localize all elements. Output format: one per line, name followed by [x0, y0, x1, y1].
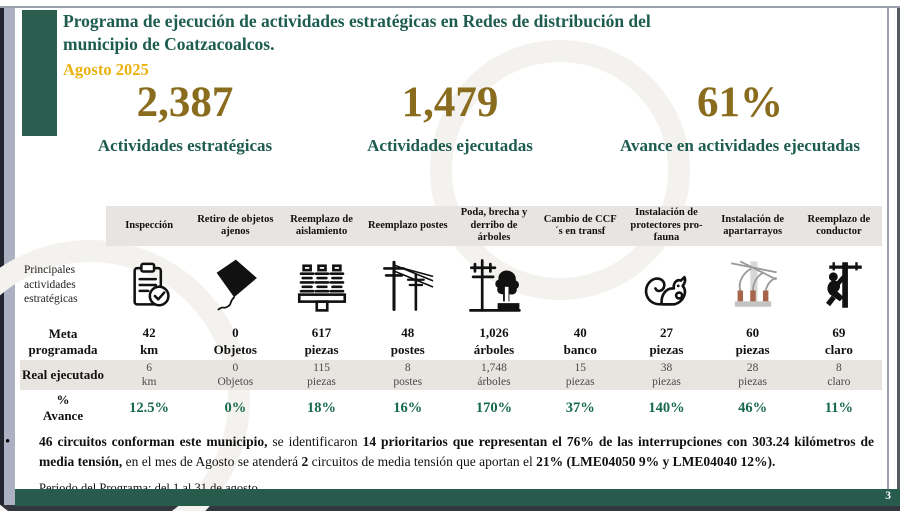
activities-table: Inspección Retiro de objetos ajenos Reem…: [20, 206, 882, 426]
avance-cell: 11%: [824, 399, 853, 416]
column-header-conductor: Reemplazo de conductor: [795, 206, 882, 246]
kite-icon: [192, 246, 278, 324]
column-header-inspeccion: Inspección: [106, 206, 193, 246]
real-cell: 15 piezas: [537, 360, 624, 390]
stat-label: Actividades ejecutadas: [367, 136, 533, 156]
bottom-green-bar: 3: [15, 489, 900, 506]
column-header-poda: Poda, brecha y derribo de árboles: [450, 206, 538, 246]
column-header-postes: Reemplazo postes: [364, 206, 451, 246]
stat-progress-percent: 61% Avance en actividades ejecutadas: [600, 80, 880, 157]
real-cell: 28 piezas: [709, 360, 796, 390]
avance-cell: 170%: [475, 399, 513, 416]
window-bottom-border: [0, 505, 900, 511]
avance-cell: 12.5%: [129, 399, 170, 416]
row-label-activities: Principales actividades estratégicas: [24, 263, 78, 306]
window-top-border: [0, 6, 900, 8]
column-header-apartarrayos: Instalación de apartarrayos: [709, 206, 796, 246]
meta-cell: 48 postes: [390, 325, 425, 357]
stat-executed-activities: 1,479 Actividades ejecutadas: [320, 80, 580, 157]
window-right-border: [897, 8, 900, 511]
avance-cell: 18%: [307, 399, 337, 416]
meta-cell: 1,026 árboles: [473, 325, 515, 357]
row-label-avance: % Avance: [42, 391, 84, 423]
meta-cell: 40 banco: [563, 325, 597, 357]
column-header-pro-fauna: Instalación de protectores pro-fauna: [623, 206, 710, 246]
slide: Programa de ejecución de actividades est…: [5, 8, 900, 506]
avance-cell: 140%: [648, 399, 685, 416]
stat-value: 2,387: [136, 79, 234, 126]
real-cell: 8 postes: [364, 360, 451, 390]
meta-cell: 60 piezas: [735, 325, 770, 357]
arresters-icon: [710, 246, 796, 324]
stat-label: Actividades estratégicas: [97, 136, 273, 156]
real-cell: 38 piezas: [623, 360, 710, 390]
lineman-icon: [796, 246, 882, 324]
avance-cell: 0%: [224, 399, 247, 416]
meta-cell: 69 claro: [824, 325, 853, 357]
column-header-aislamiento: Reemplazo de aislamiento: [278, 206, 365, 246]
bullet-marker: •: [5, 434, 11, 450]
no-icon: [537, 246, 623, 324]
real-cell: 0 Objetos: [192, 360, 279, 390]
page-title: Programa de ejecución de actividades est…: [63, 11, 651, 55]
real-cell: 6 km: [106, 360, 193, 390]
meta-cell: 27 piezas: [649, 325, 684, 357]
stat-strategic-activities: 2,387 Actividades estratégicas: [60, 80, 310, 157]
stat-label: Avance en actividades ejecutadas: [619, 136, 861, 156]
avance-cell: 37%: [565, 399, 595, 416]
real-cell: 8 claro: [795, 360, 882, 390]
summary-paragraph: 46 circuitos conforman este municipio, s…: [39, 434, 874, 469]
avance-cell: 46%: [738, 399, 768, 416]
insulators-icon: [278, 246, 364, 324]
real-cell: 1,748 árboles: [450, 360, 538, 390]
row-label-meta: Meta programada: [28, 325, 98, 357]
stat-value: 61%: [697, 79, 783, 126]
slide-right-border: [887, 8, 889, 505]
row-label-real: Real ejecutado: [20, 360, 106, 390]
meta-cell: 617 piezas: [304, 325, 339, 357]
table-corner-cell: [20, 206, 106, 246]
avance-cell: 16%: [393, 399, 423, 416]
column-header-ccf: Cambio de CCF´s en transf: [537, 206, 624, 246]
window-left-gutter: [4, 8, 15, 511]
meta-cell: 0 Objetos: [213, 325, 257, 357]
pole-and-tree-icon: [451, 246, 537, 324]
green-accent-bar: [22, 10, 57, 136]
report-month: Agosto 2025: [63, 60, 149, 79]
squirrel-icon: [623, 246, 709, 324]
window-left-border: [0, 8, 4, 511]
real-cell: 115 piezas: [278, 360, 365, 390]
meta-cell: 42 km: [140, 325, 159, 357]
page-number: 3: [885, 490, 891, 502]
power-poles-icon: [365, 246, 451, 324]
stat-value: 1,479: [401, 79, 499, 126]
clipboard-check-icon: [106, 246, 192, 324]
column-header-retiro-objetos: Retiro de objetos ajenos: [192, 206, 279, 246]
